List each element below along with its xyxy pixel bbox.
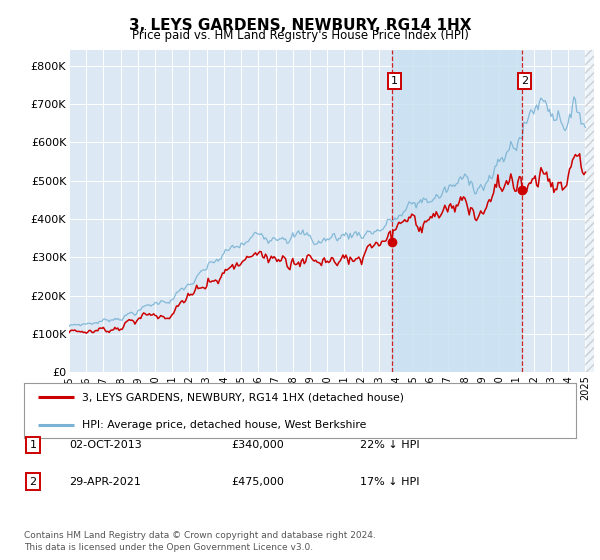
Bar [392, 50, 522, 372]
Text: Contains HM Land Registry data © Crown copyright and database right 2024.
This d: Contains HM Land Registry data © Crown c… [24, 531, 376, 552]
Text: 2: 2 [521, 76, 529, 86]
Text: 1: 1 [391, 76, 398, 86]
Text: 3, LEYS GARDENS, NEWBURY, RG14 1HX: 3, LEYS GARDENS, NEWBURY, RG14 1HX [129, 18, 471, 33]
Text: Price paid vs. HM Land Registry's House Price Index (HPI): Price paid vs. HM Land Registry's House … [131, 29, 469, 42]
Text: 02-OCT-2013: 02-OCT-2013 [69, 440, 142, 450]
Text: £475,000: £475,000 [231, 477, 284, 487]
Text: 17% ↓ HPI: 17% ↓ HPI [360, 477, 419, 487]
Text: HPI: Average price, detached house, West Berkshire: HPI: Average price, detached house, West… [82, 420, 367, 430]
Text: 1: 1 [29, 440, 37, 450]
Text: 22% ↓ HPI: 22% ↓ HPI [360, 440, 419, 450]
Text: £340,000: £340,000 [231, 440, 284, 450]
Text: 2: 2 [29, 477, 37, 487]
Bar [586, 50, 600, 372]
Text: 29-APR-2021: 29-APR-2021 [69, 477, 141, 487]
Text: 3, LEYS GARDENS, NEWBURY, RG14 1HX (detached house): 3, LEYS GARDENS, NEWBURY, RG14 1HX (deta… [82, 393, 404, 402]
